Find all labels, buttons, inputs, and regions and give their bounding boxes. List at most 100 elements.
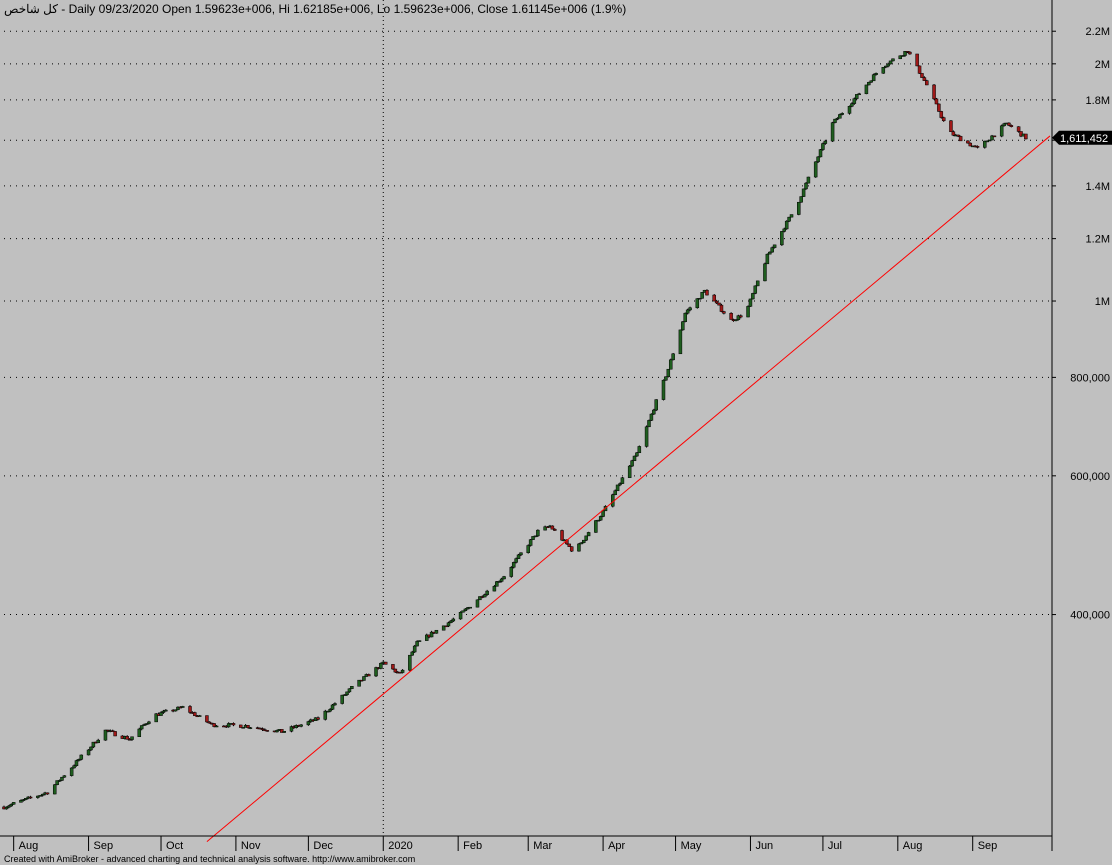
candle-body bbox=[260, 728, 265, 730]
candle-body bbox=[495, 581, 499, 587]
candle-body bbox=[241, 727, 245, 729]
candle-body bbox=[139, 725, 144, 730]
candle-body bbox=[951, 131, 956, 136]
candle-body bbox=[888, 60, 893, 65]
candle-body bbox=[77, 759, 81, 761]
x-tick-label: Sep bbox=[94, 840, 114, 852]
candle-body bbox=[478, 596, 482, 601]
candle-body bbox=[596, 519, 601, 522]
candle-body bbox=[475, 599, 480, 608]
candle-body bbox=[1009, 125, 1014, 127]
candle-body bbox=[818, 149, 823, 158]
chart-header: کل شاخص - Daily 09/23/2020 Open 1.59623e… bbox=[4, 2, 626, 16]
candle-body bbox=[925, 80, 929, 86]
candle-body bbox=[328, 709, 332, 712]
candle-body bbox=[40, 793, 45, 796]
candle-body bbox=[383, 661, 388, 665]
candle-body bbox=[400, 669, 405, 673]
y-tick-label: 1M bbox=[1095, 296, 1110, 308]
candle-body bbox=[212, 723, 216, 727]
candle-body bbox=[531, 536, 535, 540]
candle-body bbox=[772, 244, 777, 248]
last-value-marker: 1,611,452 bbox=[1052, 130, 1112, 145]
candle-body bbox=[4, 807, 9, 810]
candle-body bbox=[661, 379, 666, 400]
candle-body bbox=[789, 214, 794, 218]
candle-body bbox=[898, 55, 902, 60]
candle-body bbox=[985, 140, 989, 143]
candle-body bbox=[770, 247, 774, 253]
candle-body bbox=[69, 767, 74, 776]
candle-body bbox=[999, 125, 1004, 137]
trendline-segment bbox=[206, 135, 1051, 843]
candle-body bbox=[60, 776, 64, 781]
candle-body bbox=[917, 65, 922, 74]
candle-body bbox=[671, 353, 675, 361]
candle-body bbox=[992, 135, 997, 138]
candle-body bbox=[990, 135, 994, 141]
candle-body bbox=[176, 706, 180, 711]
candle-body bbox=[637, 446, 642, 454]
candle-body bbox=[299, 724, 303, 727]
candle-body bbox=[830, 122, 835, 142]
candle-body bbox=[823, 140, 828, 144]
candle-body bbox=[833, 118, 837, 123]
candle-body bbox=[367, 674, 371, 677]
candle-body bbox=[142, 724, 146, 726]
x-tick-label: Aug bbox=[903, 840, 923, 852]
candle-body bbox=[975, 146, 980, 148]
candle-body bbox=[509, 567, 514, 577]
candle-body bbox=[579, 542, 584, 545]
candle-body bbox=[55, 780, 59, 785]
candle-body bbox=[96, 739, 100, 744]
candle-body bbox=[1002, 123, 1006, 127]
candle-body bbox=[654, 399, 658, 411]
last-value-flag bbox=[1052, 130, 1112, 145]
x-tick-label: Dec bbox=[313, 840, 333, 852]
candle-body bbox=[154, 713, 158, 723]
candle-body bbox=[594, 520, 598, 533]
x-tick-label: 2020 bbox=[388, 840, 412, 852]
candle-body bbox=[666, 368, 671, 377]
candle-body bbox=[514, 558, 518, 563]
candle-body bbox=[410, 651, 415, 656]
x-tick-label: Aug bbox=[19, 840, 39, 852]
x-tick-label: Jul bbox=[828, 840, 842, 852]
last-value-label: 1,611,452 bbox=[1060, 133, 1108, 145]
candle-body bbox=[1024, 133, 1028, 140]
y-tick-label: 800,000 bbox=[1070, 372, 1110, 384]
candle-body bbox=[736, 315, 741, 320]
candle-body bbox=[350, 686, 354, 689]
candle-body bbox=[72, 765, 76, 769]
candle-body bbox=[821, 143, 825, 150]
candle-body bbox=[91, 741, 96, 748]
candle-body bbox=[265, 730, 270, 732]
y-tick-label: 1.8M bbox=[1086, 95, 1110, 107]
x-tick-label: Apr bbox=[608, 840, 625, 852]
candle-body bbox=[181, 706, 185, 708]
candle-body bbox=[461, 610, 465, 613]
candle-body bbox=[934, 98, 939, 105]
footer-credit: Created with AmiBroker - advanced charti… bbox=[4, 854, 415, 864]
candle-body bbox=[784, 220, 789, 230]
candle-body bbox=[110, 730, 115, 732]
candle-body bbox=[891, 58, 895, 62]
candle-body bbox=[695, 298, 700, 309]
candle-body bbox=[130, 736, 134, 740]
candle-body bbox=[79, 754, 84, 760]
candle-body bbox=[164, 709, 168, 712]
candle-body bbox=[21, 799, 26, 801]
candle-body bbox=[429, 631, 434, 638]
candle-body bbox=[915, 53, 919, 67]
candle-body bbox=[451, 618, 456, 622]
candle-body bbox=[347, 688, 352, 693]
candle-body bbox=[712, 294, 716, 302]
candle-body bbox=[125, 736, 129, 740]
candle-body bbox=[567, 543, 572, 547]
candle-body bbox=[280, 729, 284, 733]
candle-body bbox=[920, 73, 924, 78]
candle-body bbox=[408, 654, 412, 671]
candle-body bbox=[533, 535, 538, 538]
candle-body bbox=[601, 510, 605, 517]
